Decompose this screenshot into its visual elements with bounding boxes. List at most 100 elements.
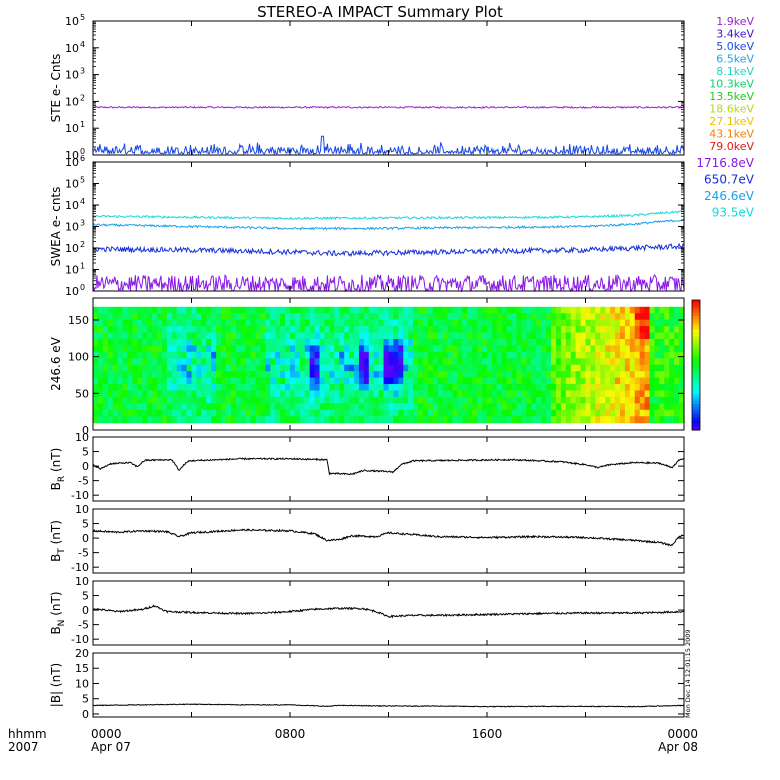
pad-cell bbox=[541, 371, 547, 379]
pad-cell bbox=[186, 358, 193, 366]
pad-cell bbox=[339, 319, 345, 327]
pad-cell bbox=[482, 338, 488, 347]
pad-cell bbox=[669, 345, 675, 353]
pad-cell bbox=[373, 371, 380, 379]
pad-cell bbox=[600, 319, 606, 327]
pad-cell bbox=[339, 306, 345, 314]
pad-cell bbox=[176, 377, 183, 385]
pad-cell bbox=[565, 319, 572, 327]
pad-cell bbox=[422, 306, 429, 314]
pad-cell bbox=[472, 396, 478, 404]
pad-cell bbox=[516, 351, 523, 359]
pad-cell bbox=[230, 377, 237, 385]
pad-cell bbox=[649, 332, 656, 340]
pad-cell bbox=[506, 332, 513, 340]
pad-cell bbox=[280, 384, 286, 392]
pad-cell bbox=[585, 409, 592, 417]
pad-cell bbox=[97, 358, 104, 366]
pad-cell bbox=[511, 358, 518, 366]
pad-cell bbox=[560, 364, 567, 372]
pad-cell bbox=[590, 390, 596, 398]
legend-ste-entry: 3.4keV bbox=[716, 28, 754, 41]
pad-cell bbox=[555, 313, 562, 321]
pad-cell bbox=[235, 403, 242, 411]
pad-cell bbox=[388, 358, 395, 366]
pad-cell bbox=[624, 358, 631, 366]
pad-cell bbox=[329, 326, 335, 334]
pad-cell bbox=[629, 332, 636, 340]
pad-cell bbox=[368, 345, 375, 353]
pad-cell bbox=[418, 364, 424, 372]
pad-cell bbox=[511, 390, 518, 398]
pad-cell bbox=[580, 396, 587, 404]
pad-cell bbox=[639, 390, 646, 398]
pad-cell bbox=[161, 338, 168, 347]
pad-cell bbox=[432, 351, 439, 359]
pad-cell bbox=[669, 306, 675, 314]
pad-cell bbox=[166, 351, 173, 359]
pad-cell bbox=[511, 345, 518, 353]
pad-cell bbox=[600, 364, 606, 372]
pad-cell bbox=[546, 416, 552, 424]
pad-cell bbox=[388, 416, 395, 424]
pad-cell bbox=[363, 416, 370, 424]
pad-cell bbox=[629, 306, 636, 314]
pad-cell bbox=[560, 390, 567, 398]
pad-cell bbox=[442, 396, 449, 404]
pad-cell bbox=[255, 364, 262, 372]
pad-cell bbox=[314, 306, 321, 314]
pad-cell bbox=[383, 377, 390, 385]
pad-cell bbox=[472, 377, 478, 385]
pad-cell bbox=[590, 364, 596, 372]
pad-cell bbox=[511, 403, 518, 411]
pad-cell bbox=[245, 416, 252, 424]
pad-cell bbox=[334, 345, 340, 353]
pad-cell bbox=[482, 409, 488, 417]
pad-cell bbox=[157, 306, 163, 314]
pad-cell bbox=[107, 319, 114, 327]
pad-cell bbox=[285, 403, 291, 411]
pad-cell bbox=[216, 313, 222, 321]
pad-cell bbox=[363, 306, 370, 314]
bt-ytick-label: 10 bbox=[75, 503, 89, 516]
pad-cell bbox=[152, 345, 158, 353]
pad-cell bbox=[319, 326, 326, 334]
pad-cell bbox=[610, 396, 616, 404]
pad-cell bbox=[422, 396, 429, 404]
pad-cell bbox=[299, 345, 306, 353]
pad-cell bbox=[97, 345, 104, 353]
pad-cell bbox=[398, 332, 404, 340]
pad-cell bbox=[477, 319, 483, 327]
pad-cell bbox=[452, 377, 459, 385]
pad-cell bbox=[358, 403, 365, 411]
pad-cell bbox=[235, 384, 242, 392]
pad-cell bbox=[280, 338, 286, 347]
pad-cell bbox=[457, 384, 463, 392]
pad-cell bbox=[491, 358, 498, 366]
pad-cell bbox=[294, 345, 301, 353]
pad-cell bbox=[112, 396, 119, 404]
pad-cell bbox=[191, 364, 198, 372]
pad-cell bbox=[546, 396, 552, 404]
pad-cell bbox=[452, 358, 459, 366]
pad-cell bbox=[260, 416, 266, 424]
pad-cell bbox=[649, 326, 656, 334]
pad-cell bbox=[393, 319, 399, 327]
pad-cell bbox=[664, 345, 670, 353]
pad-cell bbox=[363, 371, 370, 379]
pad-cell bbox=[171, 313, 178, 321]
pad-cell bbox=[294, 338, 301, 347]
pad-cell bbox=[403, 416, 409, 424]
pad-cell bbox=[629, 364, 636, 372]
pad-cell bbox=[290, 313, 296, 321]
colorbar-segment bbox=[692, 348, 700, 353]
pad-cell bbox=[408, 326, 414, 334]
bn-ylabel-main: B bbox=[49, 626, 63, 634]
br-trace bbox=[92, 457, 685, 476]
pad-cell bbox=[319, 313, 326, 321]
pad-cell bbox=[339, 326, 345, 334]
pad-cell bbox=[294, 409, 301, 417]
pad-cell bbox=[324, 351, 330, 359]
pad-cell bbox=[152, 326, 158, 334]
pad-cell bbox=[161, 377, 168, 385]
